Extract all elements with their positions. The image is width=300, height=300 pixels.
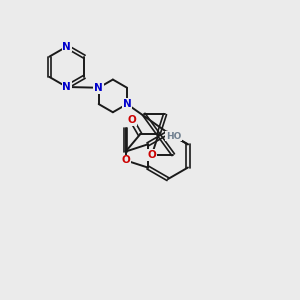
Text: O: O <box>128 115 136 125</box>
Text: O: O <box>121 155 130 165</box>
Text: N: N <box>62 42 71 52</box>
Text: N: N <box>123 99 131 109</box>
Text: HO: HO <box>166 132 182 141</box>
Text: N: N <box>94 83 103 93</box>
Text: O: O <box>148 150 156 160</box>
Text: N: N <box>62 82 71 92</box>
